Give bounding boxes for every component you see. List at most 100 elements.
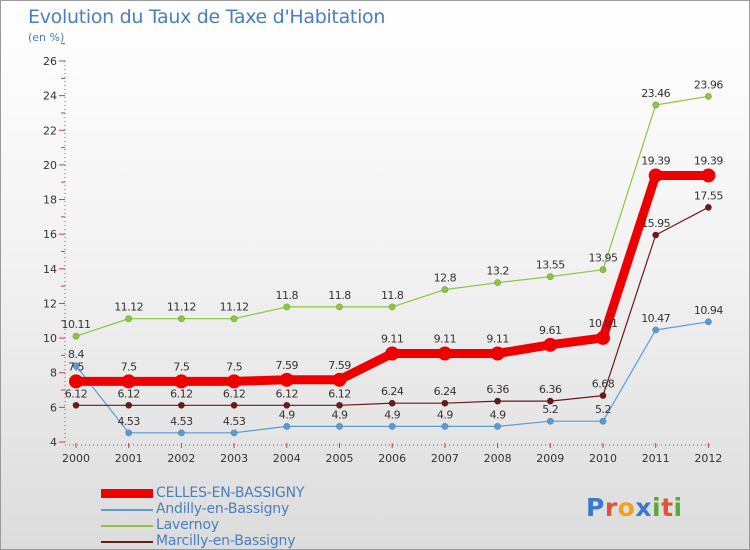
y-tick-label: 20 (43, 159, 57, 172)
data-label: 9.11 (381, 333, 404, 346)
data-point-celles-en-bassigny (385, 346, 400, 361)
data-point-marcilly-en-bassigny (335, 401, 343, 409)
data-point-lavernoy (441, 286, 449, 294)
data-point-marcilly-en-bassigny (494, 397, 502, 405)
y-tick-label: 16 (43, 228, 57, 241)
data-point-lavernoy (283, 303, 291, 311)
x-tick-label: 2002 (167, 452, 195, 465)
data-point-marcilly-en-bassigny (388, 399, 396, 407)
data-label: 17.55 (694, 189, 723, 202)
y-tick-label: 22 (43, 124, 57, 137)
x-tick-label: 2012 (694, 452, 722, 465)
data-label: 13.95 (589, 252, 618, 265)
legend-swatch (101, 525, 153, 527)
data-label: 4.53 (117, 415, 140, 428)
data-label: 7.59 (328, 359, 351, 372)
data-point-andilly-en-bassigny (441, 422, 449, 430)
data-label: 6.12 (65, 387, 88, 400)
data-label: 7.59 (276, 359, 299, 372)
data-label: 10.01 (589, 317, 618, 330)
data-point-andilly-en-bassigny (704, 318, 712, 326)
data-point-celles-en-bassigny (701, 168, 716, 183)
axes: 4 6 8 10 12 14 16 18 20 22 24 26 2000 2001 2002 2003 200… (43, 43, 722, 465)
data-label: 12.8 (434, 272, 457, 285)
data-point-andilly-en-bassigny (283, 422, 291, 430)
legend-swatch (101, 489, 153, 498)
data-point-marcilly-en-bassigny (546, 397, 554, 405)
data-point-andilly-en-bassigny (388, 422, 396, 430)
data-label: 6.12 (117, 387, 140, 400)
data-label: 7.5 (68, 360, 84, 373)
chart-subtitle: (en %) (28, 31, 65, 44)
x-tick-label: 2000 (62, 452, 90, 465)
data-point-andilly-en-bassigny (335, 422, 343, 430)
data-label: 11.12 (114, 301, 143, 314)
data-point-andilly-en-bassigny (230, 429, 238, 437)
y-tick-label: 14 (43, 263, 57, 276)
data-point-lavernoy (546, 273, 554, 281)
data-point-celles-en-bassigny (543, 337, 558, 352)
data-label: 11.8 (276, 289, 299, 302)
data-label: 5.2 (595, 403, 611, 416)
y-tick-label: 18 (43, 194, 57, 207)
data-label: 5.2 (542, 403, 558, 416)
data-label: 9.61 (539, 324, 562, 337)
data-label: 10.11 (62, 318, 91, 331)
series-lines (69, 92, 716, 437)
data-label: 4.9 (437, 408, 453, 421)
legend-label: Marcilly-en-Bassigny (156, 533, 296, 549)
data-point-celles-en-bassigny (121, 374, 136, 389)
data-point-lavernoy (72, 332, 80, 340)
x-tick-label: 2003 (220, 452, 248, 465)
data-label: 10.47 (641, 312, 670, 325)
y-tick-label: 6 (50, 401, 57, 414)
data-label: 6.24 (381, 385, 404, 398)
data-label: 13.2 (486, 265, 509, 278)
data-point-lavernoy (388, 303, 396, 311)
data-label: 6.12 (276, 387, 299, 400)
logo-letter: i (673, 493, 683, 522)
data-label: 6.12 (223, 387, 246, 400)
data-label: 4.53 (223, 415, 246, 428)
x-tick-label: 2008 (484, 452, 512, 465)
logo-letter: i (652, 493, 662, 522)
data-label: 19.39 (641, 154, 670, 167)
data-label: 19.39 (694, 154, 723, 167)
legend-label: CELLES-EN-BASSIGNY (156, 485, 305, 501)
data-point-celles-en-bassigny (174, 374, 189, 389)
y-tick-label: 12 (43, 297, 57, 310)
data-label: 7.5 (173, 360, 189, 373)
data-label: 4.9 (490, 408, 506, 421)
data-label: 9.11 (434, 333, 457, 346)
data-point-lavernoy (652, 101, 660, 109)
data-point-andilly-en-bassigny (599, 417, 607, 425)
data-point-andilly-en-bassigny (177, 429, 185, 437)
data-point-celles-en-bassigny (279, 372, 294, 387)
data-point-celles-en-bassigny (69, 374, 83, 389)
data-point-lavernoy (599, 266, 607, 274)
logo-letter: P (586, 493, 605, 522)
data-point-celles-en-bassigny (596, 330, 610, 345)
data-label: 11.12 (167, 301, 196, 314)
proxiti-logo: Proxiti (586, 493, 683, 522)
data-label: 23.46 (641, 87, 670, 100)
data-label: 4.9 (384, 408, 400, 421)
legend-label: Andilly-en-Bassigny (156, 501, 290, 517)
data-point-marcilly-en-bassigny (230, 401, 238, 409)
data-label: 4.9 (332, 408, 348, 421)
data-point-lavernoy (494, 279, 502, 287)
data-point-celles-en-bassigny (437, 346, 452, 361)
legend-swatch (101, 541, 153, 543)
data-label: 6.12 (328, 387, 351, 400)
data-point-lavernoy (230, 315, 238, 323)
data-label: 4.53 (170, 415, 193, 428)
data-point-marcilly-en-bassigny (125, 401, 133, 409)
data-label: 7.5 (226, 360, 242, 373)
data-label: 7.5 (121, 360, 137, 373)
logo-letter: x (635, 493, 652, 522)
data-label: 11.8 (381, 289, 404, 302)
x-tick-label: 2006 (378, 452, 406, 465)
legend-swatch (101, 509, 153, 511)
